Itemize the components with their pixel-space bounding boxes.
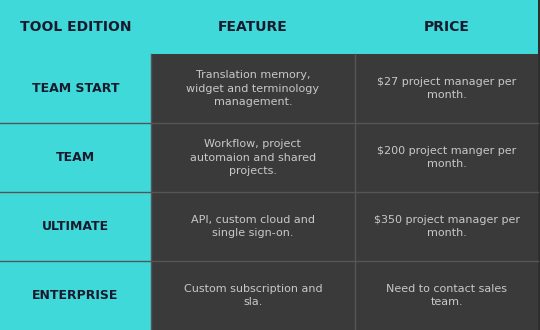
FancyBboxPatch shape — [355, 123, 538, 192]
Text: $27 project manager per
month.: $27 project manager per month. — [377, 77, 516, 100]
FancyBboxPatch shape — [151, 261, 355, 330]
Text: $350 project manager per
month.: $350 project manager per month. — [374, 215, 519, 238]
Text: Custom subscription and
sla.: Custom subscription and sla. — [184, 284, 322, 307]
Text: Translation memory,
widget and terminology
management.: Translation memory, widget and terminolo… — [186, 70, 320, 107]
FancyBboxPatch shape — [355, 261, 538, 330]
Text: TOOL EDITION: TOOL EDITION — [19, 20, 131, 34]
FancyBboxPatch shape — [0, 261, 151, 330]
Text: TEAM: TEAM — [56, 151, 95, 164]
FancyBboxPatch shape — [151, 54, 355, 123]
Text: PRICE: PRICE — [424, 20, 470, 34]
FancyBboxPatch shape — [355, 0, 538, 54]
Text: Need to contact sales
team.: Need to contact sales team. — [386, 284, 507, 307]
FancyBboxPatch shape — [355, 192, 538, 261]
FancyBboxPatch shape — [151, 123, 355, 192]
FancyBboxPatch shape — [0, 54, 151, 123]
FancyBboxPatch shape — [0, 0, 151, 54]
FancyBboxPatch shape — [0, 192, 151, 261]
Text: $200 project manger per
month.: $200 project manger per month. — [377, 146, 516, 169]
FancyBboxPatch shape — [151, 192, 355, 261]
FancyBboxPatch shape — [355, 54, 538, 123]
Text: Workflow, project
automaion and shared
projects.: Workflow, project automaion and shared p… — [190, 139, 316, 176]
FancyBboxPatch shape — [151, 0, 355, 54]
FancyBboxPatch shape — [0, 123, 151, 192]
Text: FEATURE: FEATURE — [218, 20, 288, 34]
Text: TEAM START: TEAM START — [32, 82, 119, 95]
Text: API, custom cloud and
single sign-on.: API, custom cloud and single sign-on. — [191, 215, 315, 238]
Text: ENTERPRISE: ENTERPRISE — [32, 289, 118, 302]
Text: ULTIMATE: ULTIMATE — [42, 220, 109, 233]
